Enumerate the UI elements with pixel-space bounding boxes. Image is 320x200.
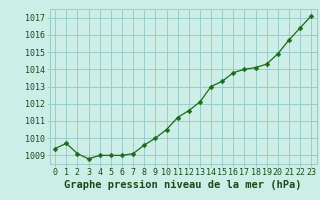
X-axis label: Graphe pression niveau de la mer (hPa): Graphe pression niveau de la mer (hPa) (64, 180, 302, 190)
